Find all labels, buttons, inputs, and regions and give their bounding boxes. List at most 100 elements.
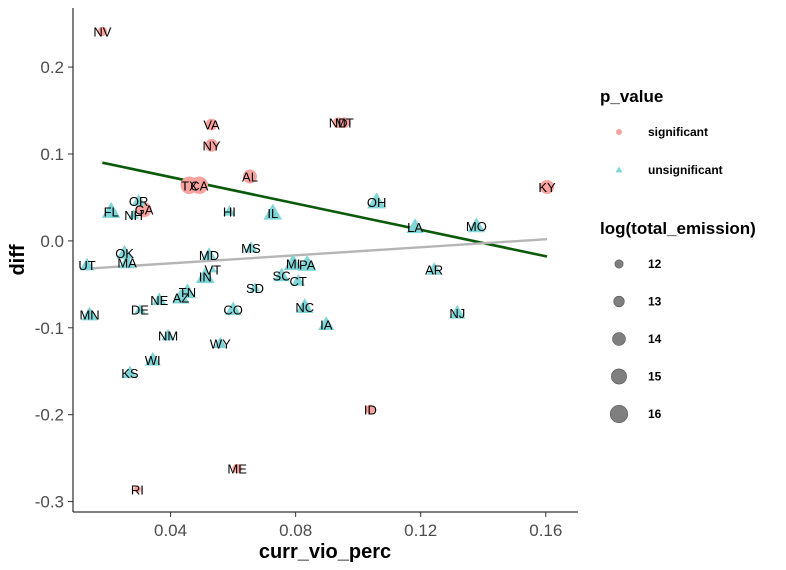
point-label-ok: OK: [115, 246, 134, 261]
point-label-nv: NV: [93, 24, 111, 39]
point-md: [201, 247, 217, 260]
point-me: [232, 463, 242, 474]
point-label-wy: WY: [210, 336, 231, 351]
point-label-mi: MI: [286, 256, 300, 271]
point-ga: [136, 202, 152, 218]
point-wy: [213, 336, 228, 349]
point-ca: [190, 176, 209, 195]
x-tick-label: 0.12: [404, 521, 437, 540]
point-va: [205, 118, 218, 131]
point-ne: [151, 292, 167, 306]
legend-size-items: 12 13 14 15 16: [609, 257, 662, 424]
point-ia: [318, 316, 335, 330]
point-label-vt: VT: [204, 263, 221, 278]
legend-size-key: [611, 368, 627, 385]
legend-key-unsignificant: [615, 166, 623, 173]
point-label-sd: SD: [246, 281, 264, 296]
point-label-md: MD: [199, 248, 219, 263]
point-mi: [283, 254, 303, 271]
legend-size-label: 14: [648, 332, 662, 346]
point-label-or: OR: [129, 194, 149, 209]
point-il: [263, 203, 283, 220]
point-label-ms: MS: [241, 241, 261, 256]
point-mo: [467, 217, 486, 233]
point-label-al: AL: [242, 170, 258, 185]
y-axis-title: diff: [7, 244, 29, 275]
point-label-hi: HI: [223, 204, 236, 219]
point-label-ga: GA: [135, 203, 154, 218]
legend-color-items: significant unsignificant: [615, 125, 723, 177]
point-label-la: LA: [407, 220, 423, 235]
point-label-wi: WI: [145, 353, 161, 368]
point-nm: [161, 328, 175, 341]
point-label-mt: MT: [335, 116, 354, 131]
legend-color-title: p_value: [600, 87, 663, 106]
y-tick-label: -0.2: [35, 406, 64, 425]
point-label-de: DE: [131, 303, 149, 318]
point-ar: [426, 262, 442, 275]
point-fl: [101, 201, 121, 218]
legend-size-key: [612, 332, 626, 346]
point-la: [406, 218, 424, 234]
point-label-nh: NH: [124, 208, 143, 223]
y-tick-label: -0.3: [35, 493, 64, 512]
point-nc: [295, 298, 314, 314]
point-sc: [273, 267, 290, 282]
point-label-mo: MO: [466, 219, 487, 234]
legend-size-key: [614, 259, 624, 269]
point-or: [131, 194, 146, 206]
y-tick-label: 0.1: [40, 145, 64, 164]
y-ticks: 0.2 0.1 0.0 -0.1 -0.2 -0.3: [35, 58, 73, 512]
x-tick-label: 0.08: [279, 521, 312, 540]
point-label-ia: IA: [320, 317, 333, 332]
x-tick-label: 0.04: [154, 521, 187, 540]
point-label-ri: RI: [131, 482, 144, 497]
axes: 0.04 0.08 0.12 0.16 0.2 0.1 0.0 -0.1 -0.2 -0.3 c…: [7, 8, 578, 563]
point-ut: [79, 257, 95, 271]
point-label-ca: CA: [190, 178, 208, 193]
point-label-il: IL: [267, 206, 278, 221]
point-label-ct: CT: [289, 274, 306, 289]
point-mn: [81, 306, 98, 321]
point-label-nm: NM: [158, 329, 178, 344]
point-label-in: IN: [199, 270, 212, 285]
legend-label-significant: significant: [648, 125, 708, 139]
data-points: [79, 26, 555, 493]
trend-line-gray: [86, 237, 548, 270]
point-az: [172, 288, 190, 304]
point-ok: [116, 244, 133, 259]
y-tick-label: 0.0: [40, 232, 64, 251]
point-label-pa: PA: [299, 257, 316, 272]
point-label-ne: NE: [150, 293, 168, 308]
point-wi: [144, 351, 161, 366]
legend: p_value significant unsignificant log(tot…: [600, 87, 756, 424]
point-label-me: ME: [227, 462, 247, 477]
legend-size-label: 12: [648, 257, 662, 271]
point-label-id: ID: [364, 402, 377, 417]
trend-lines: [86, 161, 548, 270]
point-label-ks: KS: [121, 366, 139, 381]
x-axis-title: curr_vio_perc: [259, 541, 391, 563]
legend-label-unsignificant: unsignificant: [648, 163, 723, 177]
point-mt: [339, 117, 350, 129]
point-label-tn: TN: [179, 285, 196, 300]
point-co: [225, 301, 242, 316]
point-ct: [291, 274, 305, 286]
point-label-ky: KY: [538, 180, 556, 195]
legend-size-label: 15: [648, 370, 662, 384]
point-id: [365, 404, 376, 415]
point-sd: [249, 282, 261, 292]
point-nj: [449, 304, 466, 319]
point-label-ma: MA: [117, 256, 137, 271]
legend-key-significant: [616, 129, 622, 135]
point-label-mn: MN: [79, 308, 99, 323]
y-tick-label: 0.2: [40, 58, 64, 77]
point-label-ny: NY: [202, 138, 220, 153]
point-label-nd: ND: [329, 116, 348, 131]
point-in: [195, 267, 215, 284]
legend-size-key: [609, 404, 629, 424]
point-pa: [297, 254, 317, 271]
legend-size-label: 16: [648, 407, 662, 421]
